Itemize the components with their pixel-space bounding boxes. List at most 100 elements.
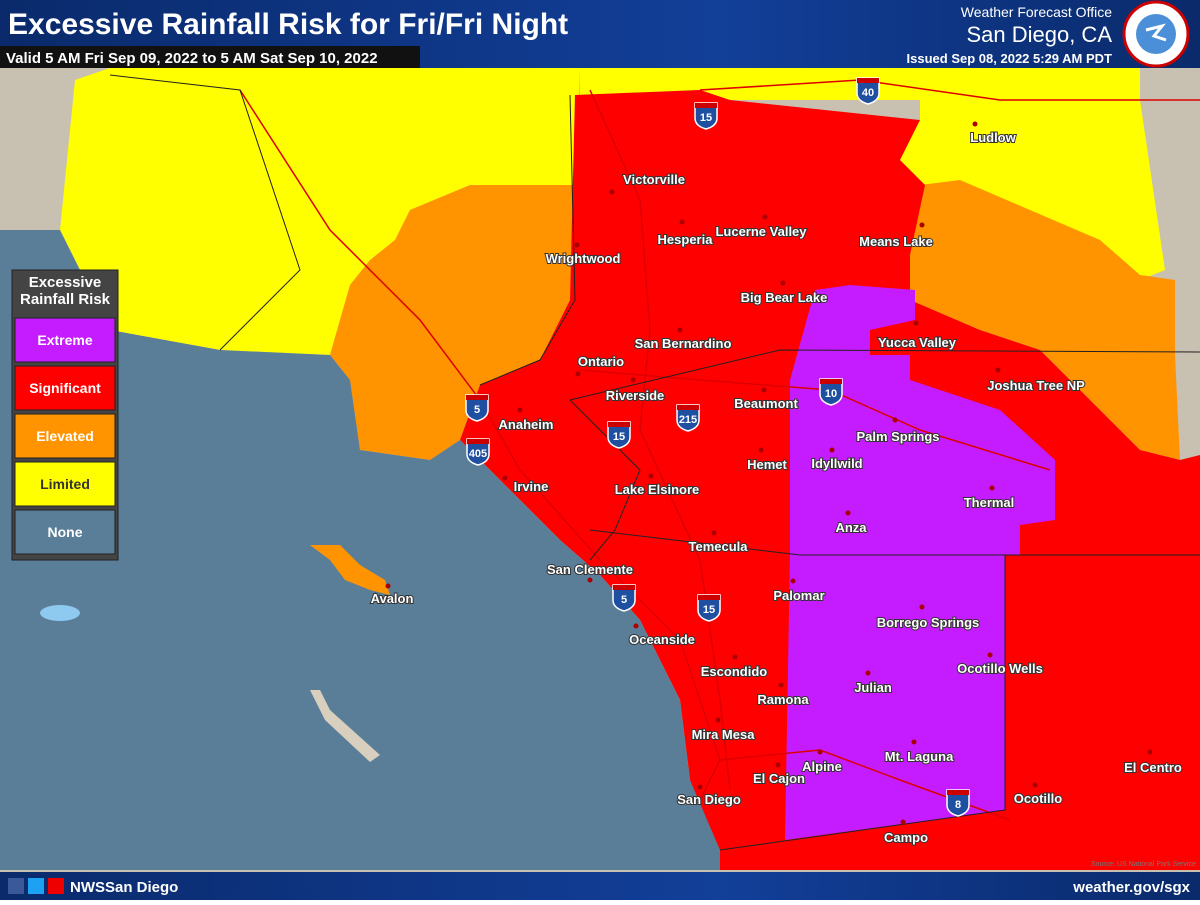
office: Weather Forecast Office <box>961 4 1112 20</box>
shield-top <box>947 790 969 795</box>
city-label: Victorville <box>623 172 685 187</box>
city-dot <box>587 577 593 583</box>
city-dot <box>609 189 615 195</box>
interstate-label: 5 <box>474 404 480 416</box>
shield-top <box>820 379 842 384</box>
city-label: Temecula <box>688 539 748 554</box>
shield <box>694 102 718 130</box>
county-line <box>109 74 301 351</box>
risk-area <box>330 185 575 460</box>
shield-top <box>677 405 699 410</box>
interstate-label: 215 <box>679 414 697 426</box>
city-label: Yucca Valley <box>878 335 957 350</box>
city-label: El Cajon <box>753 771 805 786</box>
interstate-label: 15 <box>613 431 625 443</box>
shield <box>466 438 490 466</box>
city-label: Ocotillo Wells <box>957 661 1043 676</box>
legend-title: Excessive Rainfall Risk <box>19 274 111 308</box>
city-dot <box>715 717 721 723</box>
county-line <box>569 399 641 561</box>
city-label: Anza <box>835 520 867 535</box>
city-dot <box>761 387 767 393</box>
legend-swatch <box>14 413 116 459</box>
shield <box>856 77 880 105</box>
county-lines <box>109 74 1200 851</box>
city-dot <box>574 242 580 248</box>
interstate-label: 10 <box>825 388 837 400</box>
risk-area <box>60 68 580 355</box>
interstate-label: 5 <box>621 594 627 606</box>
county-line <box>569 349 1200 401</box>
city-label: Mt. Laguna <box>885 749 954 764</box>
city-label: Riverside <box>606 388 665 403</box>
road <box>239 89 721 801</box>
city-dot <box>711 530 717 536</box>
county-line <box>589 529 1200 556</box>
city-dot <box>385 583 391 589</box>
shield <box>819 378 843 406</box>
valid-time: Valid 5 AM Fri Sep 09, 2022 to 5 AM Sat … <box>6 50 378 67</box>
city-label: Thermal <box>964 495 1015 510</box>
city-dot <box>913 320 919 326</box>
title: Excessive Rainfall Risk for Fri/Fri Nigh… <box>8 8 568 41</box>
legend-swatch <box>14 365 116 411</box>
interstate-label: 40 <box>862 87 874 99</box>
city-label: Ramona <box>757 692 809 707</box>
shield-top <box>695 103 717 108</box>
city-label: El Centro <box>1124 760 1182 775</box>
city-dot <box>1032 782 1038 788</box>
city-label: Hemet <box>747 457 787 472</box>
location: San Diego, CA <box>966 22 1112 47</box>
city-label: San Diego <box>677 792 741 807</box>
city-dot <box>677 327 683 333</box>
risk-area <box>905 180 1180 460</box>
city-label: Idyllwild <box>811 456 862 471</box>
shield-top <box>698 595 720 600</box>
city-label: Lucerne Valley <box>715 224 807 239</box>
city-label: Irvine <box>514 479 549 494</box>
city-dot <box>775 762 781 768</box>
city-dot <box>995 367 1001 373</box>
interstate-label: 15 <box>703 604 715 616</box>
interstate-label: 8 <box>955 799 961 811</box>
shield-top <box>857 78 879 83</box>
shield-top <box>466 395 488 400</box>
legend-swatch <box>14 317 116 363</box>
shield <box>697 594 721 622</box>
shield-top <box>467 439 489 444</box>
city-label: Palomar <box>773 588 824 603</box>
ocean <box>0 230 720 870</box>
city-label: Big Bear Lake <box>741 290 828 305</box>
city-dot <box>892 417 898 423</box>
road <box>589 89 731 791</box>
city-dot <box>575 371 581 377</box>
road <box>699 79 1200 101</box>
city-dot <box>919 222 925 228</box>
footer-bar <box>0 872 1200 900</box>
website: weather.gov/sgx <box>1072 879 1190 896</box>
shield-top <box>608 422 630 427</box>
city-dot <box>762 214 768 220</box>
legend-label: Significant <box>29 380 101 396</box>
city-dot <box>648 473 654 479</box>
city-dot <box>987 652 993 658</box>
city-dot <box>972 121 978 127</box>
city-label: Ocotillo <box>1014 791 1062 806</box>
city-dot <box>630 377 636 383</box>
city-label: Hesperia <box>658 232 714 247</box>
nws-logo <box>1122 0 1190 68</box>
city-label: Beaumont <box>734 396 798 411</box>
credit: Source: US National Park Service <box>1091 861 1196 868</box>
shield <box>946 789 970 817</box>
city-dot <box>517 407 523 413</box>
city-dot <box>633 623 639 629</box>
city-label: Means Lake <box>859 234 933 249</box>
city-label: Mira Mesa <box>692 727 756 742</box>
county-line <box>479 94 576 386</box>
city-label: Escondido <box>701 664 768 679</box>
city-label: Ludlow <box>970 130 1016 145</box>
city-label: Borrego Springs <box>877 615 980 630</box>
city-label: Oceanside <box>629 632 695 647</box>
